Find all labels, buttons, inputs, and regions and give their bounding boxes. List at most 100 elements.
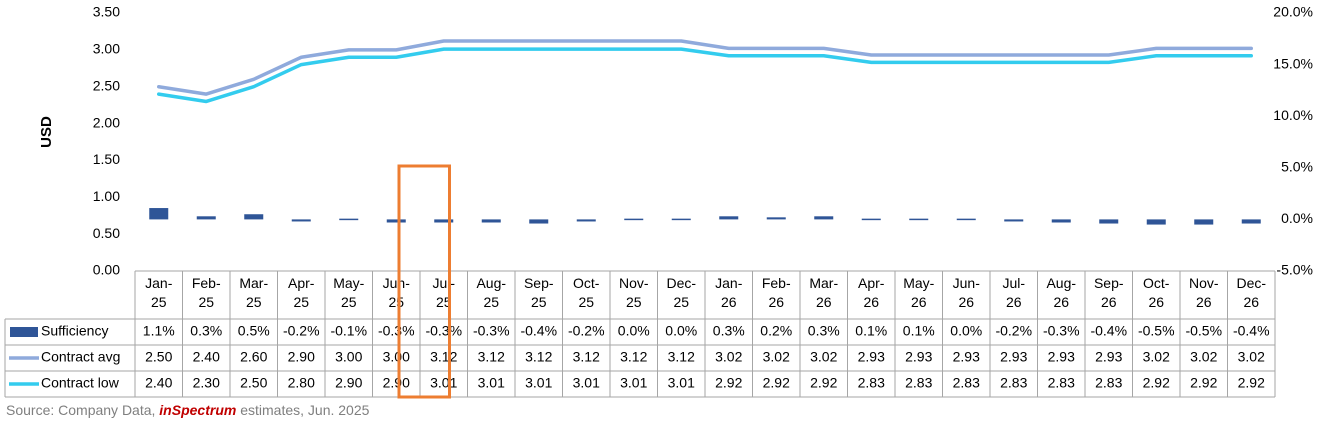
cell-sufficiency-aug-25: -0.3% [473, 323, 510, 339]
cell-contract-low-jun-25: 2.90 [383, 375, 410, 391]
bar-mar-25 [244, 214, 264, 220]
category-label-sep-26: Sep-26 [1094, 275, 1124, 310]
legend-label-contract-avg: Contract avg [41, 349, 120, 365]
cell-contract-avg-may-26: 2.93 [905, 349, 932, 365]
cell-contract-avg-jun-25: 3.00 [383, 349, 410, 365]
cell-contract-low-may-25: 2.90 [335, 375, 362, 391]
cell-sufficiency-aug-26: -0.3% [1043, 323, 1080, 339]
bar-feb-26 [766, 217, 786, 220]
cell-contract-avg-oct-25: 3.12 [573, 349, 600, 365]
bar-oct-25 [576, 219, 596, 222]
category-label-mar-26: Mar-26 [809, 275, 838, 310]
cell-sufficiency-mar-26: 0.3% [808, 323, 840, 339]
cell-contract-avg-may-25: 3.00 [335, 349, 362, 365]
y-tick-label: 3.00 [93, 41, 120, 57]
source-brand-rest: Spectrum [171, 402, 237, 418]
cell-sufficiency-feb-25: 0.3% [190, 323, 222, 339]
bar-apr-25 [291, 219, 311, 222]
cell-contract-low-apr-25: 2.80 [288, 375, 315, 391]
bar-mar-26 [814, 216, 834, 220]
y2-tick-label: 20.0% [1273, 4, 1313, 20]
bar-jul-25 [434, 219, 454, 223]
category-label-oct-26: Oct-26 [1143, 275, 1170, 310]
cell-sufficiency-may-25: -0.1% [330, 323, 367, 339]
cell-contract-low-sep-25: 3.01 [525, 375, 552, 391]
cell-sufficiency-oct-25: -0.2% [568, 323, 605, 339]
cell-contract-low-jun-26: 2.83 [953, 375, 980, 391]
cell-sufficiency-jan-26: 0.3% [713, 323, 745, 339]
y-axis-ticks: 3.50 3.00 2.50 2.00 1.50 1.00 0.50 0.00 [93, 4, 120, 278]
bar-oct-26 [1146, 219, 1166, 225]
category-label-jan-26: Jan-26 [715, 275, 743, 310]
category-label-dec-26: Dec-26 [1236, 275, 1266, 310]
cell-sufficiency-oct-26: -0.5% [1138, 323, 1175, 339]
cell-sufficiency-sep-26: -0.4% [1090, 323, 1127, 339]
cell-contract-low-feb-25: 2.30 [193, 375, 220, 391]
cell-contract-avg-dec-25: 3.12 [668, 349, 695, 365]
cell-contract-avg-nov-26: 3.02 [1190, 349, 1217, 365]
bar-jun-26 [956, 218, 976, 221]
cell-sufficiency-dec-26: -0.4% [1233, 323, 1270, 339]
cell-contract-low-apr-26: 2.83 [858, 375, 885, 391]
cell-contract-avg-jul-26: 2.93 [1000, 349, 1027, 365]
cell-contract-low-may-26: 2.83 [905, 375, 932, 391]
bar-nov-25 [624, 218, 644, 221]
bar-nov-26 [1194, 219, 1214, 225]
cell-contract-avg-aug-25: 3.12 [478, 349, 505, 365]
category-label-may-26: May-26 [903, 275, 934, 310]
category-label-aug-26: Aug-26 [1046, 275, 1076, 310]
category-label-may-25: May-25 [333, 275, 364, 310]
category-label-oct-25: Oct-25 [573, 275, 600, 310]
y2-tick-label: 5.0% [1281, 159, 1313, 175]
cell-contract-avg-jan-25: 2.50 [145, 349, 172, 365]
category-label-aug-25: Aug-25 [476, 275, 506, 310]
category-label-dec-25: Dec-25 [666, 275, 696, 310]
cell-sufficiency-apr-26: 0.1% [855, 323, 887, 339]
cell-sufficiency-jul-26: -0.2% [995, 323, 1032, 339]
cell-sufficiency-dec-25: 0.0% [665, 323, 697, 339]
legend-label-sufficiency: Sufficiency [41, 323, 108, 339]
source-note: Source: Company Data, inSpectrum estimat… [6, 402, 369, 418]
source-prefix: Source: Company Data, [6, 402, 160, 418]
y2-axis-ticks: 20.0% 15.0% 10.0% 5.0% 0.0% -5.0% [1273, 4, 1313, 278]
legend-key-sufficiency [10, 327, 38, 337]
category-label-jan-25: Jan-25 [145, 275, 173, 310]
cell-contract-avg-mar-26: 3.02 [810, 349, 837, 365]
legend-label-contract-low: Contract low [41, 375, 120, 391]
cell-contract-low-nov-26: 2.92 [1190, 375, 1217, 391]
cell-sufficiency-nov-25: 0.0% [618, 323, 650, 339]
cell-contract-low-jul-25: 3.01 [430, 375, 457, 391]
cell-contract-avg-dec-26: 3.02 [1238, 349, 1265, 365]
series-lines [157, 39, 1253, 104]
cell-contract-low-mar-26: 2.92 [810, 375, 837, 391]
cell-contract-avg-sep-25: 3.12 [525, 349, 552, 365]
cell-sufficiency-nov-26: -0.5% [1185, 323, 1222, 339]
cell-contract-avg-apr-25: 2.90 [288, 349, 315, 365]
category-label-jul-25: Jul-25 [432, 275, 455, 310]
cell-contract-low-oct-26: 2.92 [1143, 375, 1170, 391]
cell-sufficiency-jun-25: -0.3% [378, 323, 415, 339]
cell-sufficiency-jan-25: 1.1% [143, 323, 175, 339]
cell-contract-low-dec-26: 2.92 [1238, 375, 1265, 391]
chart: USD 3.50 3.00 2.50 2.00 1.50 1.00 0.50 0.00 20.… [4, 4, 1313, 399]
category-label-apr-26: Apr-26 [858, 275, 885, 310]
category-label-jun-25: Jun-25 [383, 275, 411, 310]
cell-contract-low-mar-25: 2.50 [240, 375, 267, 391]
bar-sep-25 [529, 219, 549, 224]
cell-contract-avg-feb-26: 3.02 [763, 349, 790, 365]
bar-dec-25 [671, 218, 691, 221]
highlight-rect-jul-25 [397, 164, 451, 399]
category-label-apr-25: Apr-25 [288, 275, 315, 310]
y-tick-label: 0.50 [93, 225, 120, 241]
cell-sufficiency-sep-25: -0.4% [520, 323, 557, 339]
y2-tick-label: 15.0% [1273, 55, 1313, 71]
cell-contract-avg-oct-26: 3.02 [1143, 349, 1170, 365]
bar-may-26 [909, 218, 929, 221]
cell-contract-low-aug-25: 3.01 [478, 375, 505, 391]
y-tick-label: 3.50 [93, 4, 120, 20]
highlight-box [397, 164, 451, 399]
cell-contract-low-sep-26: 2.83 [1095, 375, 1122, 391]
y-tick-label: 1.50 [93, 151, 120, 167]
cell-contract-avg-sep-26: 2.93 [1095, 349, 1122, 365]
source-brand-in: in [159, 402, 172, 418]
